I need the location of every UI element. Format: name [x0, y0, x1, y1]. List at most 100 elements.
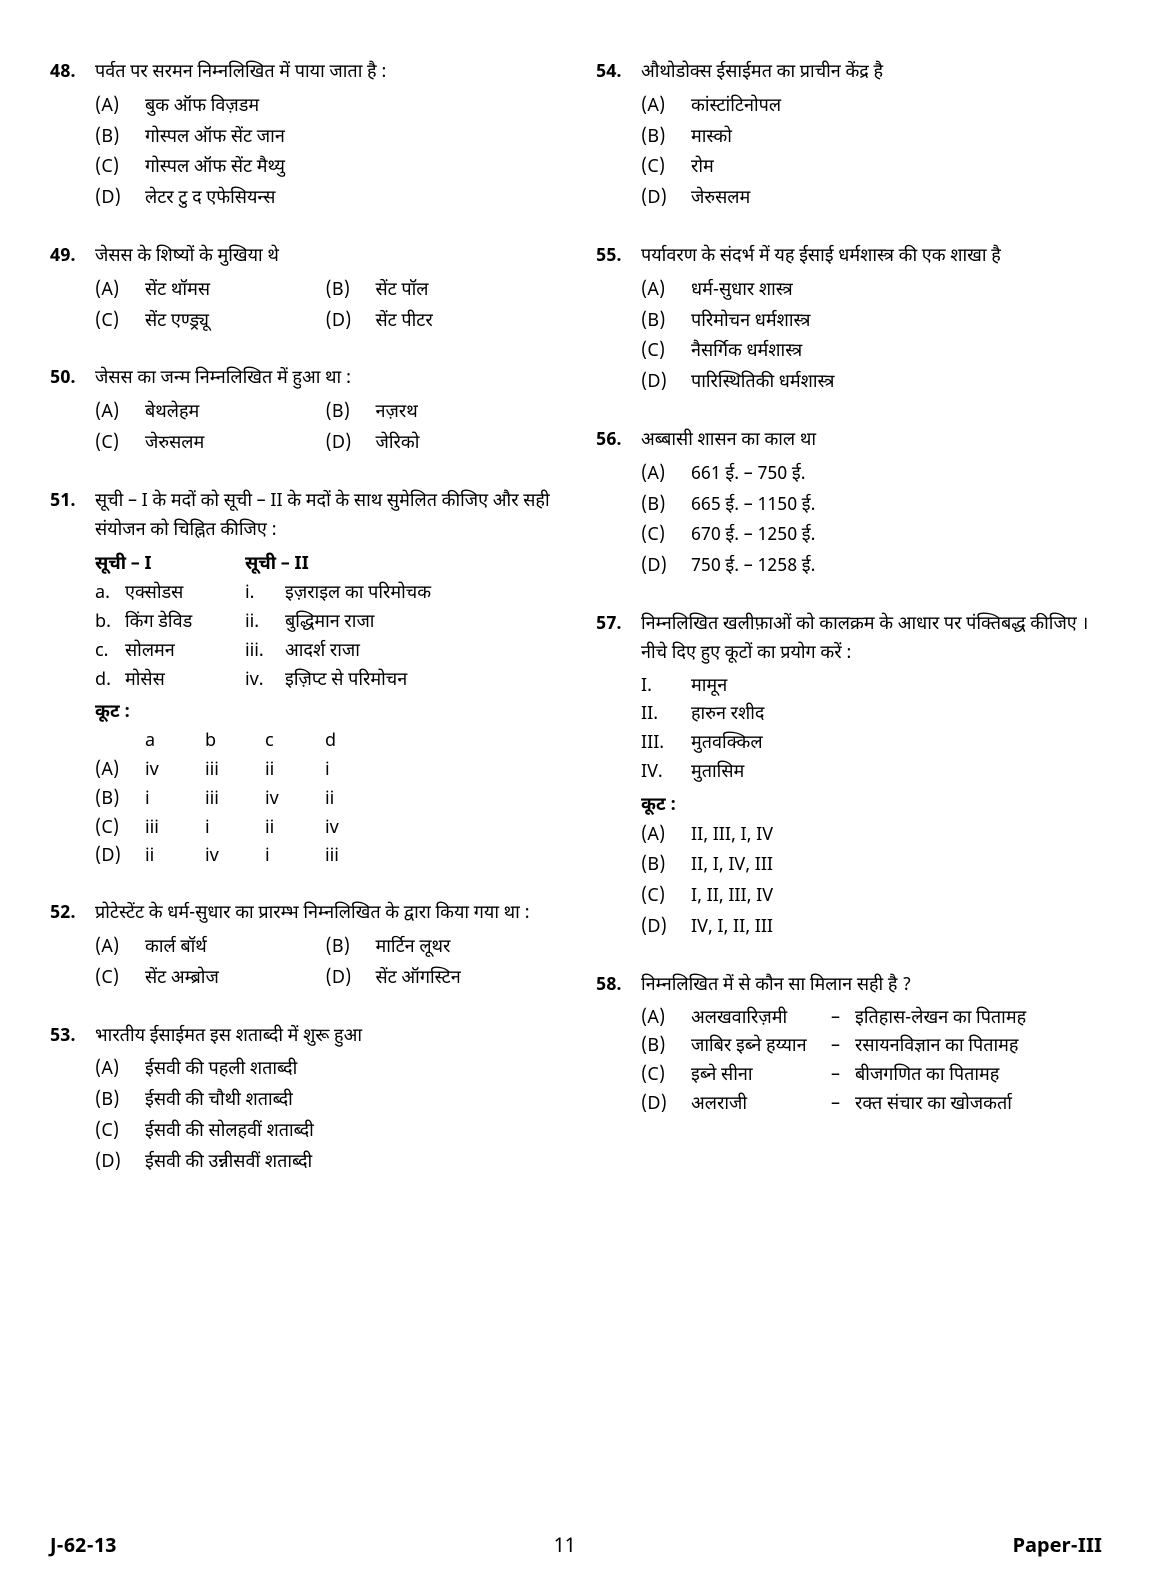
pair-option: (D)अलराजी–रक्त संचार का खोजकर्ता — [641, 1092, 1102, 1121]
match-val: बुद्धिमान राजा — [285, 610, 556, 639]
option-label: (A) — [95, 1057, 145, 1086]
option-text: ईसवी की उन्नीसवीं शताब्दी — [145, 1150, 312, 1179]
page-footer: J-62-13 11 Paper-III — [50, 1532, 1102, 1564]
option-label: (A) — [641, 94, 691, 123]
pair-right: बीजगणित का पितामह — [855, 1063, 1102, 1092]
question-stem: पर्यावरण के संदर्भ में यह ईसाई धर्मशास्त… — [641, 244, 1102, 273]
option-text: परिमोचन धर्मशास्त्र — [691, 309, 810, 338]
match-val: मोसेस — [125, 668, 245, 697]
list2-header: सूची – II — [245, 552, 556, 581]
option-text: IV, I, II, III — [691, 915, 773, 944]
pair-option: (B)जाबिर इब्ने हय्यान–रसायनविज्ञान का पि… — [641, 1034, 1102, 1063]
option-text: 665 ई. – 1150 ई. — [691, 493, 815, 522]
option-text: रोम — [691, 155, 714, 184]
option: (D)जेरुसलम — [641, 185, 1102, 216]
question-body: जेसस का जन्म निम्नलिखित में हुआ था : (A)… — [95, 366, 556, 460]
roman-label: IV. — [641, 760, 691, 789]
option-label: (A) — [641, 462, 691, 491]
list-text: मुतासिम — [691, 760, 744, 789]
option-text: सेंट अम्ब्रोज — [145, 966, 219, 995]
option: (C)जेरुसलम — [95, 430, 326, 461]
question-body: जेसस के शिष्यों के मुखिया थे (A)सेंट थॉम… — [95, 244, 556, 338]
option-text: बुक ऑफ विज़डम — [145, 94, 259, 123]
option: (A)बेथलेहम — [95, 399, 326, 430]
list-item: I.मामून — [641, 674, 1102, 703]
option-text: ईसवी की सोलहवीं शताब्दी — [145, 1119, 314, 1148]
option-label: (A) — [95, 94, 145, 123]
list-text: मुतवक्किल — [691, 731, 763, 760]
option-text: गोस्पल ऑफ सेंट मैथ्यु — [145, 155, 285, 184]
option-label: (D) — [326, 431, 376, 460]
option: (B)नज़रथ — [326, 399, 557, 430]
koot-option: (D)iiiviiii — [95, 844, 556, 873]
question-number: 52. — [50, 901, 95, 995]
option-grid: (A)कार्ल बॉर्थ (B)मार्टिन लूथर (C)सेंट अ… — [95, 934, 556, 996]
koot-option: (B)iiiiivii — [95, 787, 556, 816]
option: (B)परिमोचन धर्मशास्त्र — [641, 308, 1102, 339]
option: (A)धर्म-सुधार शास्त्र — [641, 277, 1102, 308]
match-key: i. — [245, 581, 285, 610]
match-row: d. मोसेस iv. इज़िप्ट से परिमोचन — [95, 668, 556, 697]
question-stem: निम्नलिखित में से कौन सा मिलान सही है ? — [641, 973, 1102, 1002]
match-row: b. किंग डेविड ii. बुद्धिमान राजा — [95, 610, 556, 639]
left-column: 48. पर्वत पर सरमन निम्नलिखित में पाया जा… — [50, 60, 556, 1208]
footer-right: Paper-III — [1013, 1532, 1102, 1564]
match-key: a. — [95, 581, 125, 610]
option: (A)बुक ऑफ विज़डम — [95, 93, 556, 124]
question-body: निम्नलिखित में से कौन सा मिलान सही है ? … — [641, 973, 1102, 1121]
option: (A)ईसवी की पहली शताब्दी — [95, 1056, 556, 1087]
koot-col: a — [145, 729, 205, 758]
option-text: मास्को — [691, 125, 732, 154]
option: (C)सेंट एण्ड्र्यू — [95, 308, 326, 339]
option-text: सेंट ऑगस्टिन — [376, 966, 461, 995]
match-table: सूची – I सूची – II a. एक्सोडस i. इज़राइल… — [95, 552, 556, 696]
option-text: I, II, III, IV — [691, 884, 773, 913]
koot-option: (C)iiiiiiiv — [95, 816, 556, 845]
option: (C)सेंट अम्ब्रोज — [95, 965, 326, 996]
question-55: 55. पर्यावरण के संदर्भ में यह ईसाई धर्मश… — [596, 244, 1102, 400]
option: (D)सेंट पीटर — [326, 308, 557, 339]
option-label: (C) — [95, 155, 145, 184]
match-val: सोलमन — [125, 639, 245, 668]
pair-left: इब्ने सीना — [691, 1063, 831, 1092]
pair-option: (A)अलखवारिज़मी–इतिहास-लेखन का पितामह — [641, 1006, 1102, 1035]
match-key: b. — [95, 610, 125, 639]
option-grid: (A)बेथलेहम (B)नज़रथ (C)जेरुसलम (D)जेरिको — [95, 399, 556, 461]
pair-left: जाबिर इब्ने हय्यान — [691, 1034, 831, 1063]
option: (D)ईसवी की उन्नीसवीं शताब्दी — [95, 1149, 556, 1180]
option-label: (B) — [641, 493, 691, 522]
footer-left: J-62-13 — [50, 1532, 117, 1564]
option: (B)ईसवी की चौथी शताब्दी — [95, 1087, 556, 1118]
koot-col: d — [325, 729, 385, 758]
pair-sep: – — [831, 1034, 855, 1063]
pair-right: रक्त संचार का खोजकर्ता — [855, 1092, 1102, 1121]
option: (B)गोस्पल ऑफ सेंट जान — [95, 124, 556, 155]
option: (D)सेंट ऑगस्टिन — [326, 965, 557, 996]
koot-label: कूट : — [641, 793, 1102, 822]
koot-option: (A)iviiiiii — [95, 758, 556, 787]
match-val: किंग डेविड — [125, 610, 245, 639]
option-text: सेंट पॉल — [376, 278, 429, 307]
option-label: (B) — [326, 400, 376, 429]
option: (B)मार्टिन लूथर — [326, 934, 557, 965]
question-body: भारतीय ईसाईमत इस शताब्दी में शुरू हुआ (A… — [95, 1024, 556, 1180]
match-val: इज़राइल का परिमोचक — [285, 581, 556, 610]
option-text: 670 ई. – 1250 ई. — [691, 523, 815, 552]
option-label: (C) — [641, 339, 691, 368]
question-number: 51. — [50, 489, 95, 873]
option: (D)जेरिको — [326, 430, 557, 461]
option: (A)661 ई. – 750 ई. — [641, 461, 1102, 492]
option-label: (D) — [95, 844, 145, 873]
list-text: हारुन रशीद — [691, 702, 764, 731]
roman-label: II. — [641, 702, 691, 731]
option-label: (A) — [641, 278, 691, 307]
option-label: (D) — [641, 554, 691, 583]
question-body: पर्यावरण के संदर्भ में यह ईसाई धर्मशास्त… — [641, 244, 1102, 400]
match-row: c. सोलमन iii. आदर्श राजा — [95, 639, 556, 668]
pair-sep: – — [831, 1092, 855, 1121]
option-label: (B) — [641, 853, 691, 882]
option: (B)665 ई. – 1150 ई. — [641, 492, 1102, 523]
option: (C)ईसवी की सोलहवीं शताब्दी — [95, 1118, 556, 1149]
roman-label: III. — [641, 731, 691, 760]
page-number: 11 — [554, 1532, 576, 1564]
